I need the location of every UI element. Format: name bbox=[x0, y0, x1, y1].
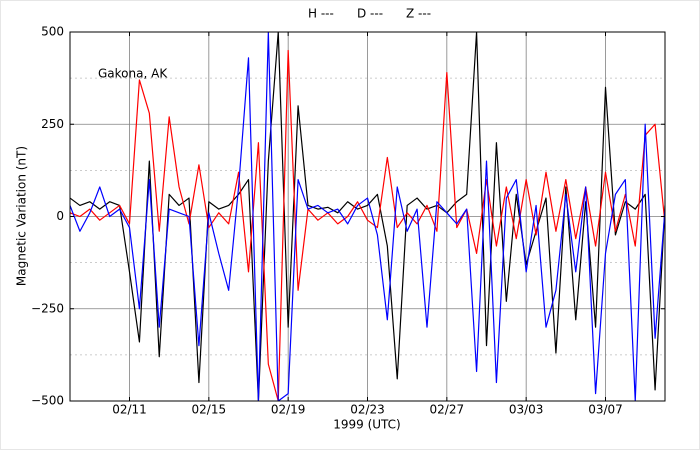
legend-entry: H --- bbox=[308, 7, 334, 21]
x-tick-label: 02/11 bbox=[112, 403, 147, 417]
legend: H --- D --- Z --- bbox=[308, 7, 431, 21]
x-axis-label: 1999 (UTC) bbox=[333, 418, 401, 432]
line-series bbox=[70, 32, 665, 401]
line-series bbox=[70, 32, 665, 401]
y-tick-label: −500 bbox=[31, 394, 64, 408]
y-tick-label: 500 bbox=[41, 25, 64, 39]
x-tick-label: 03/07 bbox=[588, 403, 623, 417]
y-tick-label: 0 bbox=[56, 209, 64, 223]
line-series bbox=[70, 49, 665, 401]
x-tick-label: 02/27 bbox=[430, 403, 465, 417]
lines bbox=[70, 32, 665, 401]
legend-entry: D --- bbox=[357, 7, 383, 21]
x-tick-label: 03/03 bbox=[509, 403, 544, 417]
annotation: Gakona, AK bbox=[98, 67, 168, 81]
y-tick-label: −250 bbox=[31, 301, 64, 315]
ticks: −500 −250 0 250 500 02/11 02/15 02/19 02/23 02/27… bbox=[31, 25, 665, 417]
y-tick-label: 250 bbox=[41, 117, 64, 131]
x-tick-label: 02/15 bbox=[192, 403, 227, 417]
y-axis-label: Magnetic Variation (nT) bbox=[15, 146, 29, 286]
legend-entry: Z --- bbox=[406, 7, 431, 21]
x-tick-label: 02/19 bbox=[271, 403, 306, 417]
x-tick-label: 02/23 bbox=[350, 403, 385, 417]
